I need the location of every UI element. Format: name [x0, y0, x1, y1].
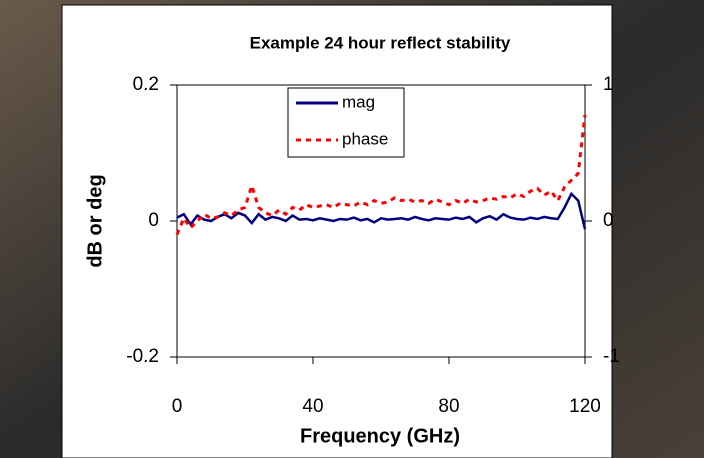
y-tick-label: 0 [148, 210, 159, 231]
y-axis-label: dB or deg [84, 174, 106, 267]
x-tick-label: 0 [172, 396, 183, 417]
chart-title: Example 24 hour reflect stability [250, 33, 511, 52]
y2-tick-label: 0 [603, 210, 614, 231]
x-tick-label: 40 [302, 396, 323, 417]
legend-label: mag [342, 92, 375, 111]
x-axis-label: Frequency (GHz) [300, 425, 460, 447]
y2-tick-label: 1 [603, 74, 614, 95]
legend [287, 87, 405, 158]
series-line [176, 191, 587, 230]
series-line [175, 114, 587, 236]
y-tick-label: -0.2 [126, 346, 159, 367]
y-tick-label: 0.2 [133, 74, 159, 95]
x-tick-label: 80 [438, 396, 459, 417]
legend-label: phase [342, 129, 388, 148]
y2-tick-label: -1 [603, 346, 620, 367]
x-tick-label: 120 [569, 396, 601, 417]
